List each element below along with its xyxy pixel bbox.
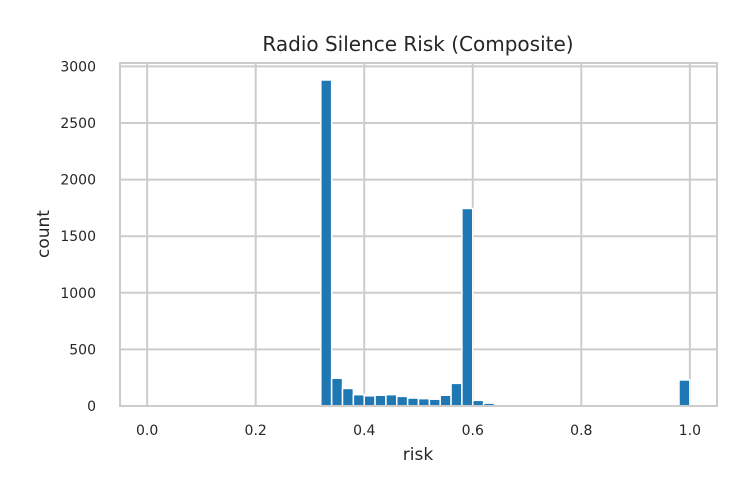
y-tick-label: 2000 <box>60 173 96 189</box>
histogram-bar <box>320 79 333 407</box>
histogram-bar <box>385 393 398 407</box>
y-tick-label: 3000 <box>60 59 96 75</box>
x-tick-label: 1.0 <box>679 423 701 439</box>
x-tick-label: 0.0 <box>136 423 158 439</box>
x-tick-labels: 0.0 0.2 0.4 0.6 0.8 1.0 <box>136 423 701 439</box>
histogram-bar <box>428 398 441 407</box>
y-tick-label: 500 <box>69 342 96 358</box>
x-tick-label: 0.8 <box>570 423 592 439</box>
y-tick-label: 2500 <box>60 116 96 132</box>
y-tick-label: 0 <box>87 399 96 415</box>
histogram-bar <box>406 397 420 407</box>
histogram-bar <box>352 393 365 407</box>
chart-title: Radio Silence Risk (Composite) <box>262 32 573 56</box>
histogram-bar <box>396 395 409 407</box>
histogram-bar <box>461 207 474 407</box>
x-axis-label: risk <box>403 445 434 465</box>
x-tick-label: 0.6 <box>462 423 484 439</box>
histogram-bar <box>330 377 344 407</box>
histogram-bar <box>450 382 463 407</box>
histogram-bar <box>678 379 691 407</box>
histogram-bar <box>341 387 355 407</box>
plot-frame <box>119 62 718 407</box>
plot-background <box>120 63 717 406</box>
x-tick-label: 0.2 <box>245 423 267 439</box>
y-axis-label: count <box>34 210 54 258</box>
histogram-bar <box>363 395 376 407</box>
y-tick-label: 1000 <box>60 286 96 302</box>
histogram-bar <box>417 397 431 407</box>
grid-lines <box>120 63 717 407</box>
x-tick-label: 0.4 <box>353 423 375 439</box>
y-tick-label: 1500 <box>60 229 96 245</box>
histogram-bar <box>439 394 452 407</box>
y-tick-labels: 0 500 1000 1500 2000 2500 3000 <box>60 59 96 415</box>
histogram-bar <box>374 394 387 407</box>
